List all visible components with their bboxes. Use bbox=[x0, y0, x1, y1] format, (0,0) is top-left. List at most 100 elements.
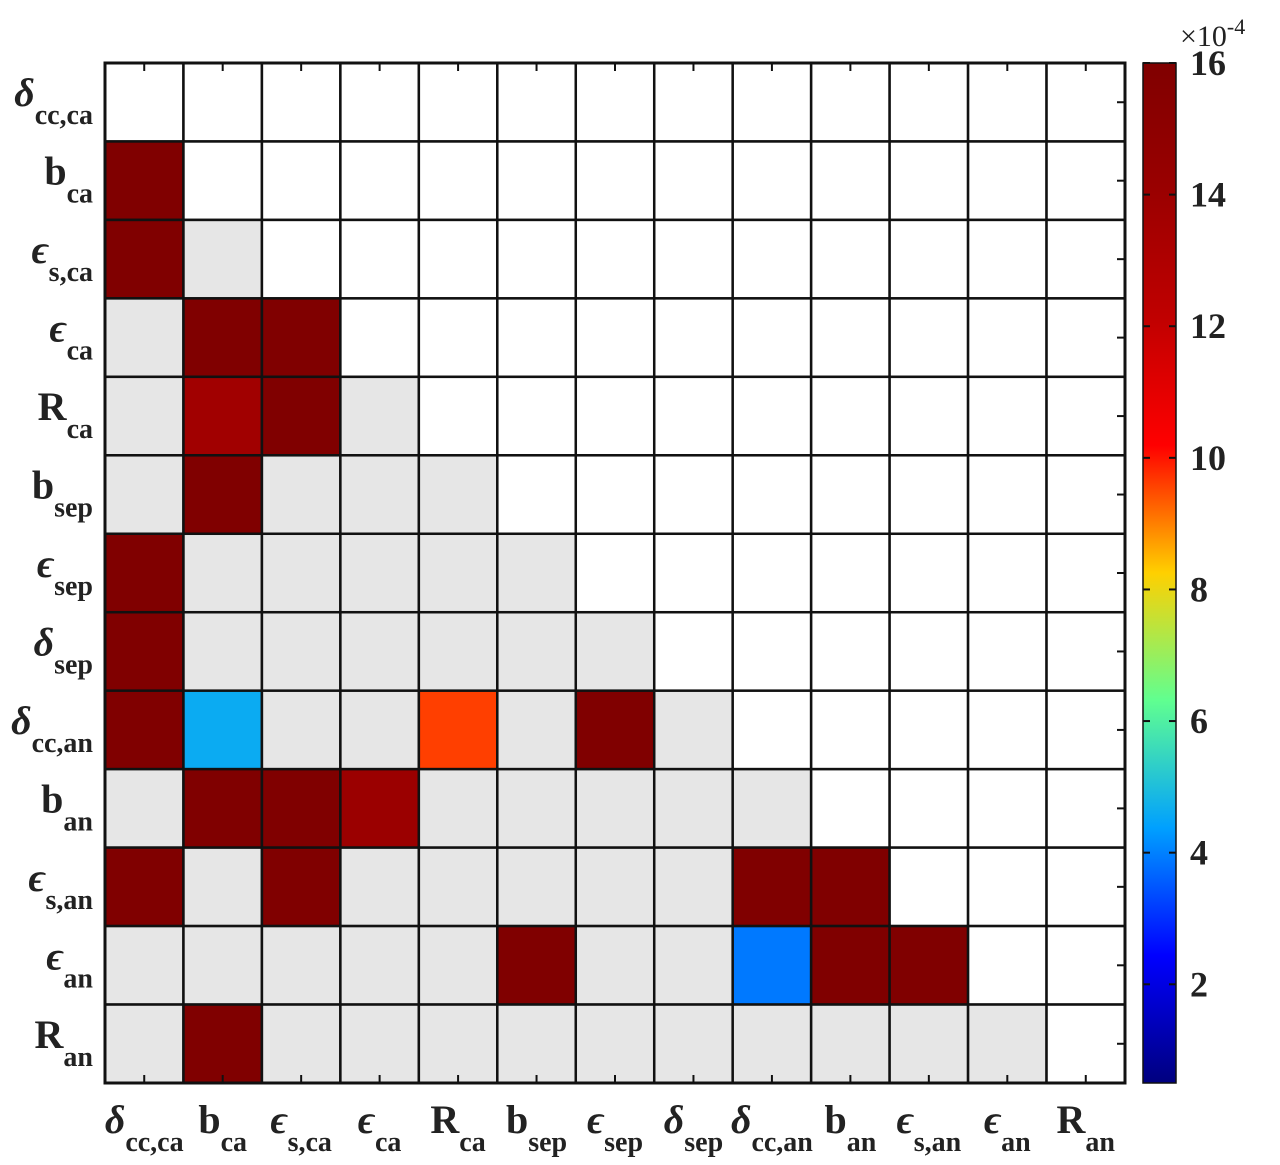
label-subscript: cc,ca bbox=[125, 1127, 183, 1158]
cell bbox=[103, 297, 185, 379]
empty-cell bbox=[260, 61, 342, 143]
label-subscript: sep bbox=[54, 493, 93, 524]
cell bbox=[339, 375, 421, 457]
cell bbox=[417, 689, 499, 771]
empty-cell bbox=[966, 689, 1048, 771]
cell bbox=[103, 532, 185, 614]
empty-cell bbox=[731, 61, 813, 143]
cell bbox=[809, 846, 891, 928]
colorbar-tick-label: 16 bbox=[1190, 43, 1226, 83]
empty-cell bbox=[1045, 61, 1127, 143]
y-tick-label: ban bbox=[41, 776, 93, 837]
y-tick-label: Ran bbox=[35, 1012, 94, 1073]
colorbar-tick-label: 12 bbox=[1190, 306, 1226, 346]
colorbar bbox=[1142, 62, 1177, 1084]
empty-cell bbox=[888, 454, 970, 536]
empty-cell bbox=[731, 297, 813, 379]
cell bbox=[182, 846, 264, 928]
x-tick-label: ϵs,ca bbox=[270, 1097, 332, 1158]
cell bbox=[103, 140, 185, 222]
empty-cell bbox=[574, 218, 656, 300]
label-symbol: ϵ bbox=[37, 541, 55, 586]
cell bbox=[417, 846, 499, 928]
empty-cell bbox=[731, 532, 813, 614]
y-tick-label: bca bbox=[44, 149, 93, 210]
empty-cell bbox=[888, 61, 970, 143]
cell bbox=[417, 767, 499, 849]
cell bbox=[496, 767, 578, 849]
cell bbox=[103, 924, 185, 1006]
cell bbox=[574, 689, 656, 771]
label-subscript: sep bbox=[54, 649, 93, 680]
empty-cell bbox=[574, 375, 656, 457]
empty-cell bbox=[1045, 297, 1127, 379]
x-tick-label: ban bbox=[824, 1097, 876, 1158]
empty-cell bbox=[339, 297, 421, 379]
empty-cell bbox=[260, 140, 342, 222]
empty-cell bbox=[809, 532, 891, 614]
cell bbox=[339, 924, 421, 1006]
cell bbox=[496, 846, 578, 928]
y-tick-label: δcc,an bbox=[11, 698, 93, 759]
cell bbox=[103, 610, 185, 692]
empty-cell bbox=[731, 610, 813, 692]
empty-cell bbox=[182, 140, 264, 222]
label-symbol: δ bbox=[34, 619, 55, 664]
cell bbox=[888, 1003, 970, 1085]
cell bbox=[652, 846, 734, 928]
colorbar-tick-label: 2 bbox=[1190, 964, 1208, 1004]
x-tick-label: δcc,an bbox=[731, 1097, 813, 1158]
cell bbox=[731, 924, 813, 1006]
label-subscript: ca bbox=[67, 179, 93, 210]
y-tick-label: ϵs,ca bbox=[31, 227, 93, 288]
empty-cell bbox=[182, 61, 264, 143]
empty-cell bbox=[574, 454, 656, 536]
cell bbox=[339, 767, 421, 849]
empty-cell bbox=[652, 297, 734, 379]
empty-cell bbox=[1045, 140, 1127, 222]
x-tick-label: δcc,ca bbox=[105, 1097, 184, 1158]
empty-cell bbox=[966, 140, 1048, 222]
cell bbox=[339, 1003, 421, 1085]
cell bbox=[182, 610, 264, 692]
cell bbox=[182, 1003, 264, 1085]
cell bbox=[574, 767, 656, 849]
empty-cell bbox=[652, 218, 734, 300]
cell bbox=[260, 846, 342, 928]
cell bbox=[339, 454, 421, 536]
cell bbox=[652, 767, 734, 849]
cell bbox=[103, 375, 185, 457]
cell bbox=[417, 454, 499, 536]
cell bbox=[339, 846, 421, 928]
label-symbol: b bbox=[44, 149, 66, 194]
label-subscript: cc,an bbox=[751, 1127, 813, 1158]
empty-cell bbox=[966, 610, 1048, 692]
empty-cell bbox=[888, 532, 970, 614]
cell bbox=[888, 924, 970, 1006]
empty-cell bbox=[966, 454, 1048, 536]
cell bbox=[260, 1003, 342, 1085]
cell bbox=[339, 610, 421, 692]
label-symbol: R bbox=[1057, 1097, 1087, 1142]
empty-cell bbox=[809, 767, 891, 849]
cell bbox=[652, 924, 734, 1006]
label-subscript: an bbox=[63, 963, 93, 994]
cell bbox=[182, 454, 264, 536]
cell bbox=[182, 532, 264, 614]
empty-cell bbox=[496, 140, 578, 222]
cell bbox=[182, 375, 264, 457]
empty-cell bbox=[417, 61, 499, 143]
cell bbox=[182, 218, 264, 300]
label-symbol: ϵ bbox=[358, 1097, 376, 1142]
cell bbox=[809, 924, 891, 1006]
empty-cell bbox=[652, 140, 734, 222]
empty-cell bbox=[652, 610, 734, 692]
label-subscript: ca bbox=[67, 414, 93, 445]
cell bbox=[417, 532, 499, 614]
empty-cell bbox=[966, 767, 1048, 849]
y-tick-label: ϵca bbox=[49, 306, 93, 367]
cell bbox=[574, 846, 656, 928]
empty-cell bbox=[1045, 218, 1127, 300]
label-symbol: δ bbox=[11, 698, 32, 743]
cell bbox=[496, 924, 578, 1006]
